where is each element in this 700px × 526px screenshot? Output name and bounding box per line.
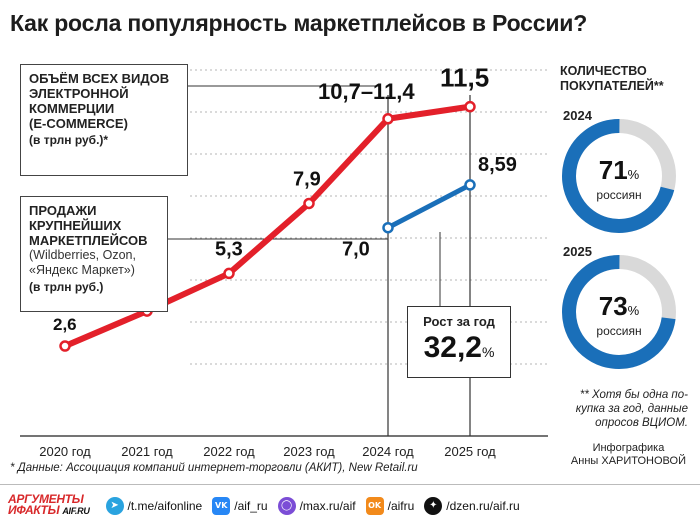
donut-2024-text: 71% россиян xyxy=(579,157,659,202)
x-tick-label: 2022 год xyxy=(203,444,255,459)
data-point xyxy=(223,267,235,280)
growth-label: Рост за год xyxy=(423,314,495,329)
source-note: * Данные: Ассоциация компаний интернет-т… xyxy=(10,462,418,474)
data-label: 10,7–11,4 xyxy=(318,79,415,104)
buyers-title: КОЛИЧЕСТВО ПОКУПАТЕЛЕЙ** xyxy=(560,64,664,93)
legend-ecommerce-title: ОБЪЁМ ВСЕХ ВИДОВ ЭЛЕКТРОННОЙ КОММЕРЦИИ (… xyxy=(29,71,170,131)
donut-segment xyxy=(562,255,676,369)
social-dzen[interactable]: ✦ /dzen.ru/aif.ru xyxy=(424,496,520,515)
telegram-icon: ➤ xyxy=(105,496,124,515)
credit: Инфографика Анны ХАРИТОНОВОЙ xyxy=(570,442,686,467)
buyers-year-2025: 2025 xyxy=(563,244,592,259)
donut-2024-percent: 71% xyxy=(598,155,640,185)
social-max-label: /max.ru/aif xyxy=(299,498,356,513)
social-max[interactable]: ◯ /max.ru/aif xyxy=(277,496,356,515)
social-ok-label: /aifru xyxy=(387,498,415,513)
x-tick-label: 2024 год xyxy=(362,444,414,459)
data-label: 5,3 xyxy=(215,238,243,260)
social-dzen-label: /dzen.ru/aif.ru xyxy=(446,498,520,513)
legend-ecommerce: ОБЪЁМ ВСЕХ ВИДОВ ЭЛЕКТРОННОЙ КОММЕРЦИИ (… xyxy=(20,64,188,176)
series-line xyxy=(62,103,473,350)
social-vk-label: /aif_ru xyxy=(234,498,268,513)
legend-marketplaces-unit: (в трлн руб.) xyxy=(29,280,104,294)
vk-icon: VK xyxy=(212,496,231,515)
max-icon: ◯ xyxy=(277,496,296,515)
data-label: 11,5 xyxy=(440,63,489,93)
social-ok[interactable]: OK /aifru xyxy=(365,496,415,515)
series-line xyxy=(385,182,473,231)
growth-value: 32,2% xyxy=(423,331,495,364)
data-point xyxy=(59,340,71,352)
x-tick-label: 2025 год xyxy=(444,444,496,459)
buyers-year-2024: 2024 xyxy=(563,108,592,123)
x-tick-label: 2021 год xyxy=(121,444,173,459)
social-telegram[interactable]: ➤ /t.me/aifonline xyxy=(105,496,203,515)
legend-marketplaces: ПРОДАЖИ КРУПНЕЙШИХ МАРКЕТПЛЕЙСОВ (Wildbe… xyxy=(20,196,168,312)
donut-segment xyxy=(562,119,676,233)
growth-box: Рост за год 32,2% xyxy=(407,306,511,378)
x-tick-label: 2023 год xyxy=(283,444,335,459)
dzen-icon: ✦ xyxy=(424,496,443,515)
footer-bar: АРГУМЕНТЫ ИФАКТЫ AIF.RU ➤ /t.me/aifonlin… xyxy=(0,484,700,526)
data-label: 7,9 xyxy=(293,168,321,190)
footnote-survey: ** Хотя бы одна по- купка за год, данные… xyxy=(575,389,688,429)
logo-line-1: АРГУМЕНТЫ xyxy=(8,492,84,506)
x-tick-label: 2020 год xyxy=(39,444,91,459)
data-point xyxy=(382,113,394,125)
aif-logo[interactable]: АРГУМЕНТЫ ИФАКТЫ AIF.RU xyxy=(8,492,90,517)
data-point xyxy=(464,179,476,191)
ok-icon: OK xyxy=(365,496,384,515)
legend-marketplaces-sub: (Wildberries, Ozon, «Яндекс Маркет») xyxy=(29,248,136,277)
logo-line-2: ИФАКТЫ AIF.RU xyxy=(8,503,90,517)
social-vk[interactable]: VK /aif_ru xyxy=(212,496,268,515)
legend-marketplaces-title: ПРОДАЖИ КРУПНЕЙШИХ МАРКЕТПЛЕЙСОВ xyxy=(29,203,148,248)
legend-ecommerce-unit: (в трлн руб.)* xyxy=(29,133,109,147)
data-point xyxy=(464,100,476,113)
donut-2025-percent: 73% xyxy=(598,291,640,321)
page-title: Как росла популярность маркетплейсов в Р… xyxy=(10,10,588,36)
data-label: 8,59 xyxy=(478,154,517,176)
data-label: 7,0 xyxy=(342,239,370,261)
donut-2024-word: россиян xyxy=(596,188,642,202)
data-point xyxy=(303,197,315,210)
donut-2025-text: 73% россиян xyxy=(579,293,659,338)
donut-2025-word: россиян xyxy=(596,324,642,338)
data-label: 2,6 xyxy=(53,315,77,334)
data-point xyxy=(382,221,394,234)
social-telegram-label: /t.me/aifonline xyxy=(127,498,203,513)
